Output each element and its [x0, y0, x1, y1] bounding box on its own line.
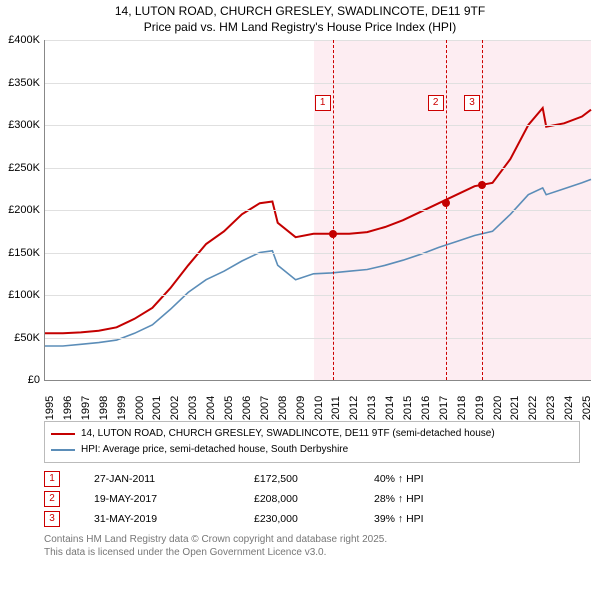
- footer-line2: This data is licensed under the Open Gov…: [44, 546, 580, 559]
- event-marker: 2: [428, 95, 444, 111]
- legend-item-price: 14, LUTON ROAD, CHURCH GRESLEY, SWADLINC…: [51, 426, 573, 442]
- x-tick-label: 2012: [348, 396, 360, 420]
- legend-swatch: [51, 433, 75, 435]
- x-tick-label: 2006: [241, 396, 253, 420]
- footer-line1: Contains HM Land Registry data © Crown c…: [44, 533, 580, 546]
- x-tick-label: 2025: [581, 396, 593, 420]
- x-tick-label: 2019: [474, 396, 486, 420]
- event-row: 2 19-MAY-2017£208,00028% ↑ HPI: [44, 489, 580, 509]
- y-tick-label: £0: [28, 374, 40, 386]
- event-price: £172,500: [254, 473, 374, 485]
- price-marker-dot: [478, 181, 486, 189]
- x-tick-label: 2018: [456, 396, 468, 420]
- price-marker-dot: [442, 199, 450, 207]
- legend: 14, LUTON ROAD, CHURCH GRESLEY, SWADLINC…: [44, 421, 580, 463]
- x-tick-label: 2010: [313, 396, 325, 420]
- event-number: 3: [44, 511, 60, 527]
- y-tick-label: £100K: [8, 289, 40, 301]
- x-tick-label: 2014: [384, 396, 396, 420]
- chart-title: 14, LUTON ROAD, CHURCH GRESLEY, SWADLINC…: [0, 0, 600, 35]
- x-tick-label: 2011: [330, 396, 342, 420]
- y-tick-label: £200K: [8, 204, 40, 216]
- x-tick-label: 2017: [438, 396, 450, 420]
- x-tick-label: 2008: [277, 396, 289, 420]
- legend-label: HPI: Average price, semi-detached house,…: [81, 442, 348, 458]
- title-line2: Price paid vs. HM Land Registry's House …: [8, 20, 592, 36]
- series-price_paid: [45, 108, 591, 333]
- y-tick-label: £350K: [8, 77, 40, 89]
- event-row: 1 27-JAN-2011£172,50040% ↑ HPI: [44, 469, 580, 489]
- x-tick-label: 2002: [169, 396, 181, 420]
- chart-area: £0 £50K £100K £150K £200K £250K £300K £350K £400…: [0, 35, 600, 415]
- event-number: 1: [44, 471, 60, 487]
- legend-swatch: [51, 449, 75, 451]
- event-pct: 28% ↑ HPI: [374, 493, 424, 505]
- x-tick-label: 1998: [98, 396, 110, 420]
- x-tick-label: 2022: [527, 396, 539, 420]
- x-tick-label: 2023: [545, 396, 557, 420]
- x-tick-label: 1996: [62, 396, 74, 420]
- x-tick-label: 2004: [205, 396, 217, 420]
- event-price: £208,000: [254, 493, 374, 505]
- event-pct: 39% ↑ HPI: [374, 513, 424, 525]
- x-tick-label: 2000: [134, 396, 146, 420]
- price-marker-dot: [329, 230, 337, 238]
- event-table: 1 27-JAN-2011£172,50040% ↑ HPI 2 19-MAY-201…: [44, 469, 580, 529]
- y-tick-label: £50K: [14, 332, 40, 344]
- x-tick-label: 2005: [223, 396, 235, 420]
- x-tick-label: 2015: [402, 396, 414, 420]
- event-marker: 1: [315, 95, 331, 111]
- event-pct: 40% ↑ HPI: [374, 473, 424, 485]
- x-tick-label: 2001: [151, 396, 163, 420]
- y-tick-label: £150K: [8, 247, 40, 259]
- footer: Contains HM Land Registry data © Crown c…: [44, 533, 580, 559]
- x-tick-label: 2009: [295, 396, 307, 420]
- y-axis: £0 £50K £100K £150K £200K £250K £300K £350K £400…: [0, 35, 44, 415]
- plot-region: 1 2 3: [44, 40, 591, 381]
- y-tick-label: £250K: [8, 162, 40, 174]
- event-row: 3 31-MAY-2019£230,00039% ↑ HPI: [44, 509, 580, 529]
- title-line1: 14, LUTON ROAD, CHURCH GRESLEY, SWADLINC…: [8, 4, 592, 20]
- x-tick-label: 2024: [563, 396, 575, 420]
- x-tick-label: 2007: [259, 396, 271, 420]
- event-number: 2: [44, 491, 60, 507]
- y-tick-label: £300K: [8, 119, 40, 131]
- event-date: 27-JAN-2011: [94, 473, 254, 485]
- event-date: 19-MAY-2017: [94, 493, 254, 505]
- x-tick-label: 1999: [116, 396, 128, 420]
- x-tick-label: 1997: [80, 396, 92, 420]
- x-tick-label: 2021: [509, 396, 521, 420]
- x-tick-label: 2016: [420, 396, 432, 420]
- x-tick-label: 2003: [187, 396, 199, 420]
- legend-item-hpi: HPI: Average price, semi-detached house,…: [51, 442, 573, 458]
- x-tick-label: 2020: [492, 396, 504, 420]
- event-date: 31-MAY-2019: [94, 513, 254, 525]
- x-tick-label: 1995: [44, 396, 56, 420]
- event-price: £230,000: [254, 513, 374, 525]
- x-axis: 1995199619971998199920002001200220032004…: [44, 380, 590, 415]
- series-hpi: [45, 180, 591, 347]
- x-tick-label: 2013: [366, 396, 378, 420]
- event-marker: 3: [464, 95, 480, 111]
- legend-label: 14, LUTON ROAD, CHURCH GRESLEY, SWADLINC…: [81, 426, 495, 442]
- y-tick-label: £400K: [8, 34, 40, 46]
